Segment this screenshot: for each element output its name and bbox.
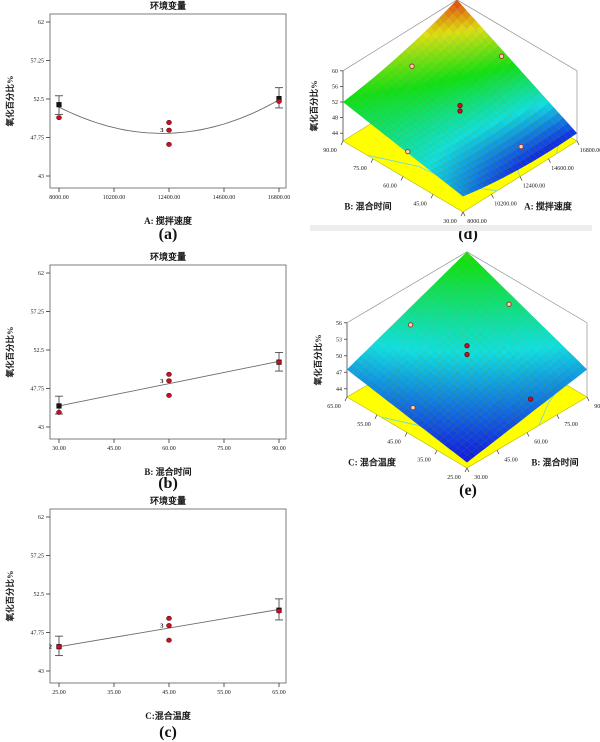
- svg-text:35.00: 35.00: [107, 690, 121, 696]
- svg-text:8000.00: 8000.00: [467, 219, 487, 225]
- chart-e-3d-surface-temperature-vs-time: 44 47 50 53 56 氧化百分比% 65.00 55.00 45.00 35.00 25.0…: [313, 251, 600, 481]
- svg-text:12400.00: 12400.00: [158, 195, 181, 201]
- svg-text:45.00: 45.00: [162, 690, 176, 696]
- svg-text:B: 混合时间: B: 混合时间: [144, 466, 191, 477]
- svg-text:8000.00: 8000.00: [49, 195, 69, 201]
- svg-text:47.75: 47.75: [31, 136, 45, 142]
- svg-text:2: 2: [49, 644, 52, 651]
- panel-e: 44 47 50 53 56 氧化百分比% 65.00 55.00 45.00 35.00 25.0…: [300, 248, 600, 499]
- svg-text:52.5: 52.5: [34, 592, 45, 598]
- svg-text:氧化百分比%: 氧化百分比%: [5, 570, 15, 622]
- svg-text:A: 搅拌速度: A: 搅拌速度: [524, 201, 573, 212]
- svg-text:57.25: 57.25: [31, 554, 45, 560]
- svg-text:47.75: 47.75: [31, 387, 45, 393]
- svg-text:45.00: 45.00: [387, 440, 401, 446]
- svg-text:12400.00: 12400.00: [523, 184, 546, 190]
- svg-text:57.25: 57.25: [31, 310, 45, 316]
- svg-text:25.00: 25.00: [447, 475, 461, 481]
- svg-text:3: 3: [160, 378, 164, 385]
- chart-a-one-factor-stirring-speed: 43 47.75 52.5 57.25 62 8000.00 10200.00 12400.0…: [5, 0, 291, 226]
- chart-c-one-factor-mixing-temperature: 43 47.75 52.5 57.25 62 25.00 35.00 45.00 55.00 65…: [5, 495, 287, 721]
- svg-text:62: 62: [38, 20, 44, 26]
- svg-text:16800.00: 16800.00: [580, 148, 600, 154]
- caption-c: (c): [159, 724, 177, 741]
- svg-text:C:混合温度: C:混合温度: [145, 710, 191, 721]
- caption-b: (b): [158, 475, 178, 492]
- svg-text:35.00: 35.00: [417, 457, 431, 463]
- svg-text:14600.00: 14600.00: [551, 166, 574, 172]
- svg-text:48: 48: [332, 116, 338, 122]
- svg-text:30.00: 30.00: [52, 446, 66, 452]
- svg-text:A: 搅拌速度: A: 搅拌速度: [144, 215, 193, 226]
- svg-text:C: 混合温度: C: 混合温度: [348, 457, 397, 468]
- svg-text:3: 3: [160, 623, 164, 630]
- svg-text:30.00: 30.00: [474, 475, 488, 481]
- svg-text:25.00: 25.00: [52, 690, 66, 696]
- svg-text:65.00: 65.00: [272, 690, 286, 696]
- svg-text:90.00: 90.00: [323, 148, 337, 154]
- svg-text:75.00: 75.00: [353, 166, 367, 172]
- svg-text:45.00: 45.00: [504, 457, 518, 463]
- svg-text:55.00: 55.00: [357, 422, 371, 428]
- svg-text:43: 43: [38, 425, 44, 431]
- svg-text:氧化百分比%: 氧化百分比%: [309, 80, 319, 132]
- svg-text:55.00: 55.00: [217, 690, 231, 696]
- svg-text:14600.00: 14600.00: [213, 195, 236, 201]
- chart-b-one-factor-mixing-time: 43 47.75 52.5 57.25 62 30.00 45.00 60.00 75.00 90…: [5, 251, 287, 477]
- caption-e: (e): [459, 482, 477, 499]
- svg-text:10200.00: 10200.00: [494, 201, 517, 207]
- svg-text:44: 44: [336, 387, 342, 393]
- scan-artifact-strip: [310, 225, 592, 231]
- svg-text:60.00: 60.00: [534, 440, 548, 446]
- svg-text:52.5: 52.5: [34, 348, 45, 354]
- svg-text:60.00: 60.00: [383, 184, 397, 190]
- svg-text:45.00: 45.00: [413, 201, 427, 207]
- svg-text:44: 44: [332, 131, 338, 137]
- svg-text:60: 60: [332, 69, 338, 75]
- svg-text:16800.00: 16800.00: [268, 195, 291, 201]
- svg-text:90.00: 90.00: [272, 446, 286, 452]
- svg-text:50: 50: [336, 354, 342, 360]
- svg-text:90.00: 90.00: [594, 404, 600, 410]
- svg-text:52: 52: [332, 100, 338, 106]
- panel-c: 43 47.75 52.5 57.25 62 25.00 35.00 45.00 55.00 65…: [0, 495, 300, 742]
- svg-text:53: 53: [336, 337, 342, 343]
- svg-text:56: 56: [336, 321, 342, 327]
- svg-text:62: 62: [38, 271, 44, 277]
- svg-text:B: 混合时间: B: 混合时间: [531, 457, 578, 468]
- svg-text:氧化百分比%: 氧化百分比%: [313, 334, 323, 386]
- svg-text:65.00: 65.00: [327, 404, 341, 410]
- svg-text:43: 43: [38, 174, 44, 180]
- svg-text:3: 3: [160, 127, 164, 134]
- svg-text:B: 混合时间: B: 混合时间: [344, 201, 391, 212]
- svg-text:60.00: 60.00: [162, 446, 176, 452]
- panel-b: 43 47.75 52.5 57.25 62 30.00 45.00 60.00 75.00 90…: [0, 248, 300, 495]
- svg-text:环境变量: 环境变量: [150, 251, 186, 262]
- svg-text:75.00: 75.00: [217, 446, 231, 452]
- chart-d-3d-surface-time-vs-speed: 44 48 52 56 60 氧化百分比% 90.00 75.00 60.00 45.00 30.0…: [309, 0, 600, 225]
- svg-text:57.25: 57.25: [31, 59, 45, 65]
- svg-text:环境变量: 环境变量: [150, 495, 186, 506]
- svg-text:62: 62: [38, 515, 44, 521]
- svg-text:47.75: 47.75: [31, 631, 45, 637]
- svg-text:75.00: 75.00: [564, 422, 578, 428]
- panel-a: 43 47.75 52.5 57.25 62 8000.00 10200.00 12400.0…: [0, 0, 300, 248]
- svg-text:56: 56: [332, 84, 338, 90]
- svg-text:43: 43: [38, 669, 44, 675]
- svg-text:52.5: 52.5: [34, 97, 45, 103]
- svg-text:氧化百分比%: 氧化百分比%: [5, 75, 15, 127]
- svg-text:45.00: 45.00: [107, 446, 121, 452]
- svg-text:47: 47: [336, 370, 342, 376]
- svg-text:30.00: 30.00: [443, 219, 457, 225]
- svg-text:环境变量: 环境变量: [150, 0, 186, 11]
- svg-text:10200.00: 10200.00: [103, 195, 126, 201]
- panel-d: 44 48 52 56 60 氧化百分比% 90.00 75.00 60.00 45.00 30.0…: [300, 0, 600, 248]
- svg-text:氧化百分比%: 氧化百分比%: [5, 326, 15, 378]
- caption-a: (a): [158, 226, 178, 243]
